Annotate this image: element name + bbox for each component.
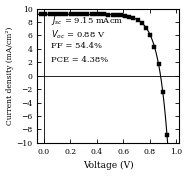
X-axis label: Voltage (V): Voltage (V) [83,161,133,170]
Text: FF = 54.4%: FF = 54.4% [51,42,102,50]
Text: $J_{\mathit{sc}}$ = 9.15 mAcm$^{-2}$: $J_{\mathit{sc}}$ = 9.15 mAcm$^{-2}$ [51,14,131,28]
Y-axis label: Current density (mA/cm²): Current density (mA/cm²) [6,27,14,125]
Text: PCE = 4.38%: PCE = 4.38% [51,56,108,64]
Text: $V_{\mathit{oc}}$ = 0.88 V: $V_{\mathit{oc}}$ = 0.88 V [51,28,105,40]
